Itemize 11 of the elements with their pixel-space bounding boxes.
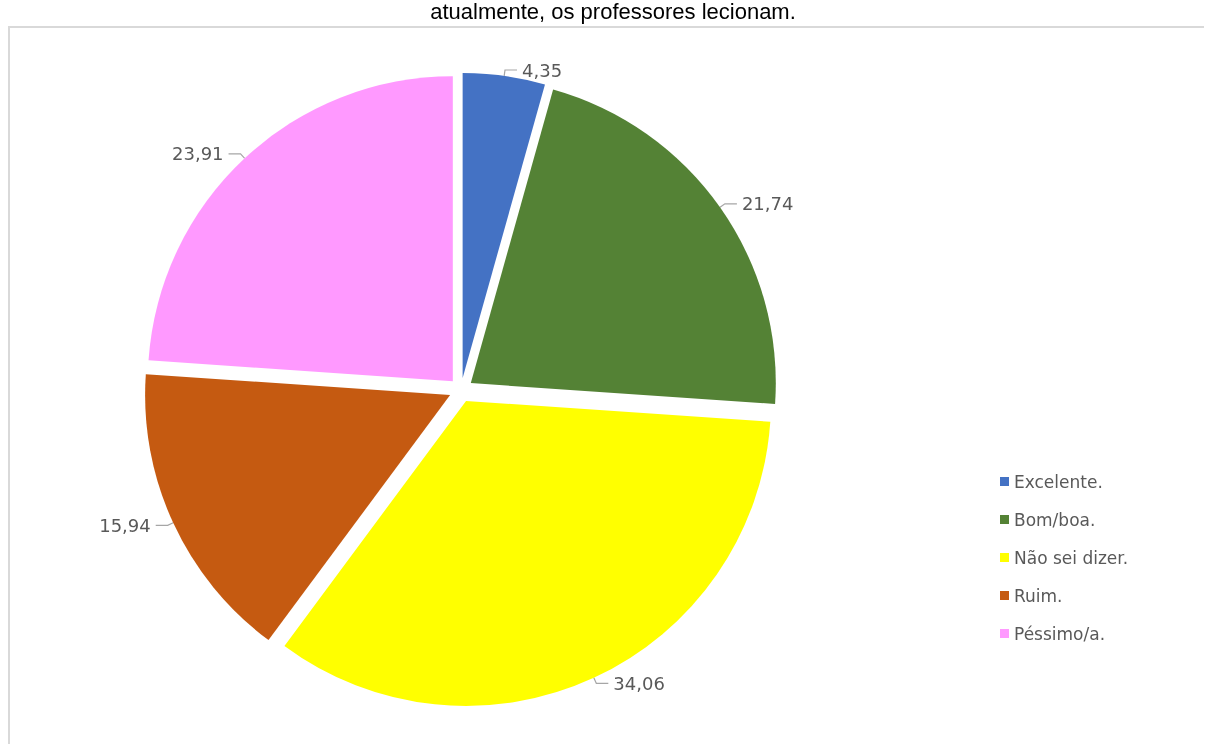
data-label: 23,91 xyxy=(172,143,224,165)
chart-title: atualmente, os professores lecionam. xyxy=(429,0,797,26)
legend-label: Péssimo/a. xyxy=(1014,623,1106,644)
legend-label: Excelente. xyxy=(1014,471,1103,492)
data-label: 34,06 xyxy=(613,672,665,694)
legend-label: Bom/boa. xyxy=(1014,509,1096,530)
legend-label: Não sei dizer. xyxy=(1014,547,1129,568)
data-label: 15,94 xyxy=(99,514,151,536)
legend-label: Ruim. xyxy=(1014,585,1063,606)
data-label: 21,74 xyxy=(741,193,794,215)
data-label: 4,35 xyxy=(522,59,563,81)
